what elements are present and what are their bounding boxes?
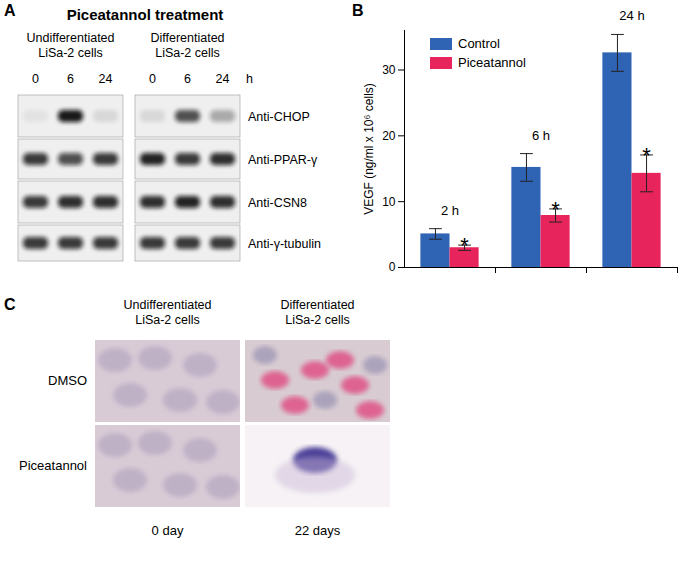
svg-text:24: 24 <box>216 72 230 86</box>
svg-text:VEGF (ng/ml x 10⁶ cells): VEGF (ng/ml x 10⁶ cells) <box>362 83 376 215</box>
svg-text:*: * <box>642 143 651 168</box>
svg-text:Piceatannol treatment: Piceatannol treatment <box>67 6 224 23</box>
svg-text:Anti-PPAR-γ: Anti-PPAR-γ <box>248 153 318 167</box>
svg-text:Differentiated: Differentiated <box>280 298 354 312</box>
html-text:B: B <box>352 2 364 19</box>
svg-text:6: 6 <box>67 72 74 86</box>
svg-text:*: * <box>460 233 469 258</box>
svg-text:*: * <box>551 197 560 222</box>
svg-text:30: 30 <box>382 63 396 77</box>
svg-text:0: 0 <box>149 72 156 86</box>
html-text:Piceatannol: Piceatannol <box>458 55 526 70</box>
svg-text:DMSO: DMSO <box>48 373 87 388</box>
svg-text:LiSa-2 cells: LiSa-2 cells <box>38 46 103 60</box>
svg-text:0 day: 0 day <box>152 523 184 538</box>
svg-text:24: 24 <box>99 72 113 86</box>
svg-text:LiSa-2 cells: LiSa-2 cells <box>135 313 200 327</box>
svg-text:Anti-CSN8: Anti-CSN8 <box>248 196 307 210</box>
svg-text:22 days: 22 days <box>295 523 341 538</box>
svg-text:Anti-CHOP: Anti-CHOP <box>248 110 310 124</box>
svg-text:20: 20 <box>382 129 396 143</box>
svg-text:6: 6 <box>184 72 191 86</box>
html-text:C: C <box>4 296 16 313</box>
svg-text:6 h: 6 h <box>532 128 550 143</box>
svg-text:10: 10 <box>382 195 396 209</box>
svg-text:0: 0 <box>32 72 39 86</box>
svg-text:Anti-γ-tubulin: Anti-γ-tubulin <box>248 237 321 251</box>
svg-text:2 h: 2 h <box>441 203 459 218</box>
svg-text:Undifferentiated: Undifferentiated <box>123 298 211 312</box>
svg-text:LiSa-2 cells: LiSa-2 cells <box>155 46 220 60</box>
svg-text:24 h: 24 h <box>619 8 644 23</box>
svg-text:Undifferentiated: Undifferentiated <box>26 31 114 45</box>
svg-text:0: 0 <box>389 260 396 274</box>
html-text:Control: Control <box>458 36 500 51</box>
svg-text:h: h <box>246 72 253 86</box>
svg-text:Differentiated: Differentiated <box>150 31 224 45</box>
html-text:A: A <box>4 2 16 19</box>
svg-text:LiSa-2 cells: LiSa-2 cells <box>285 313 350 327</box>
svg-text:Piceatannol: Piceatannol <box>19 458 87 473</box>
